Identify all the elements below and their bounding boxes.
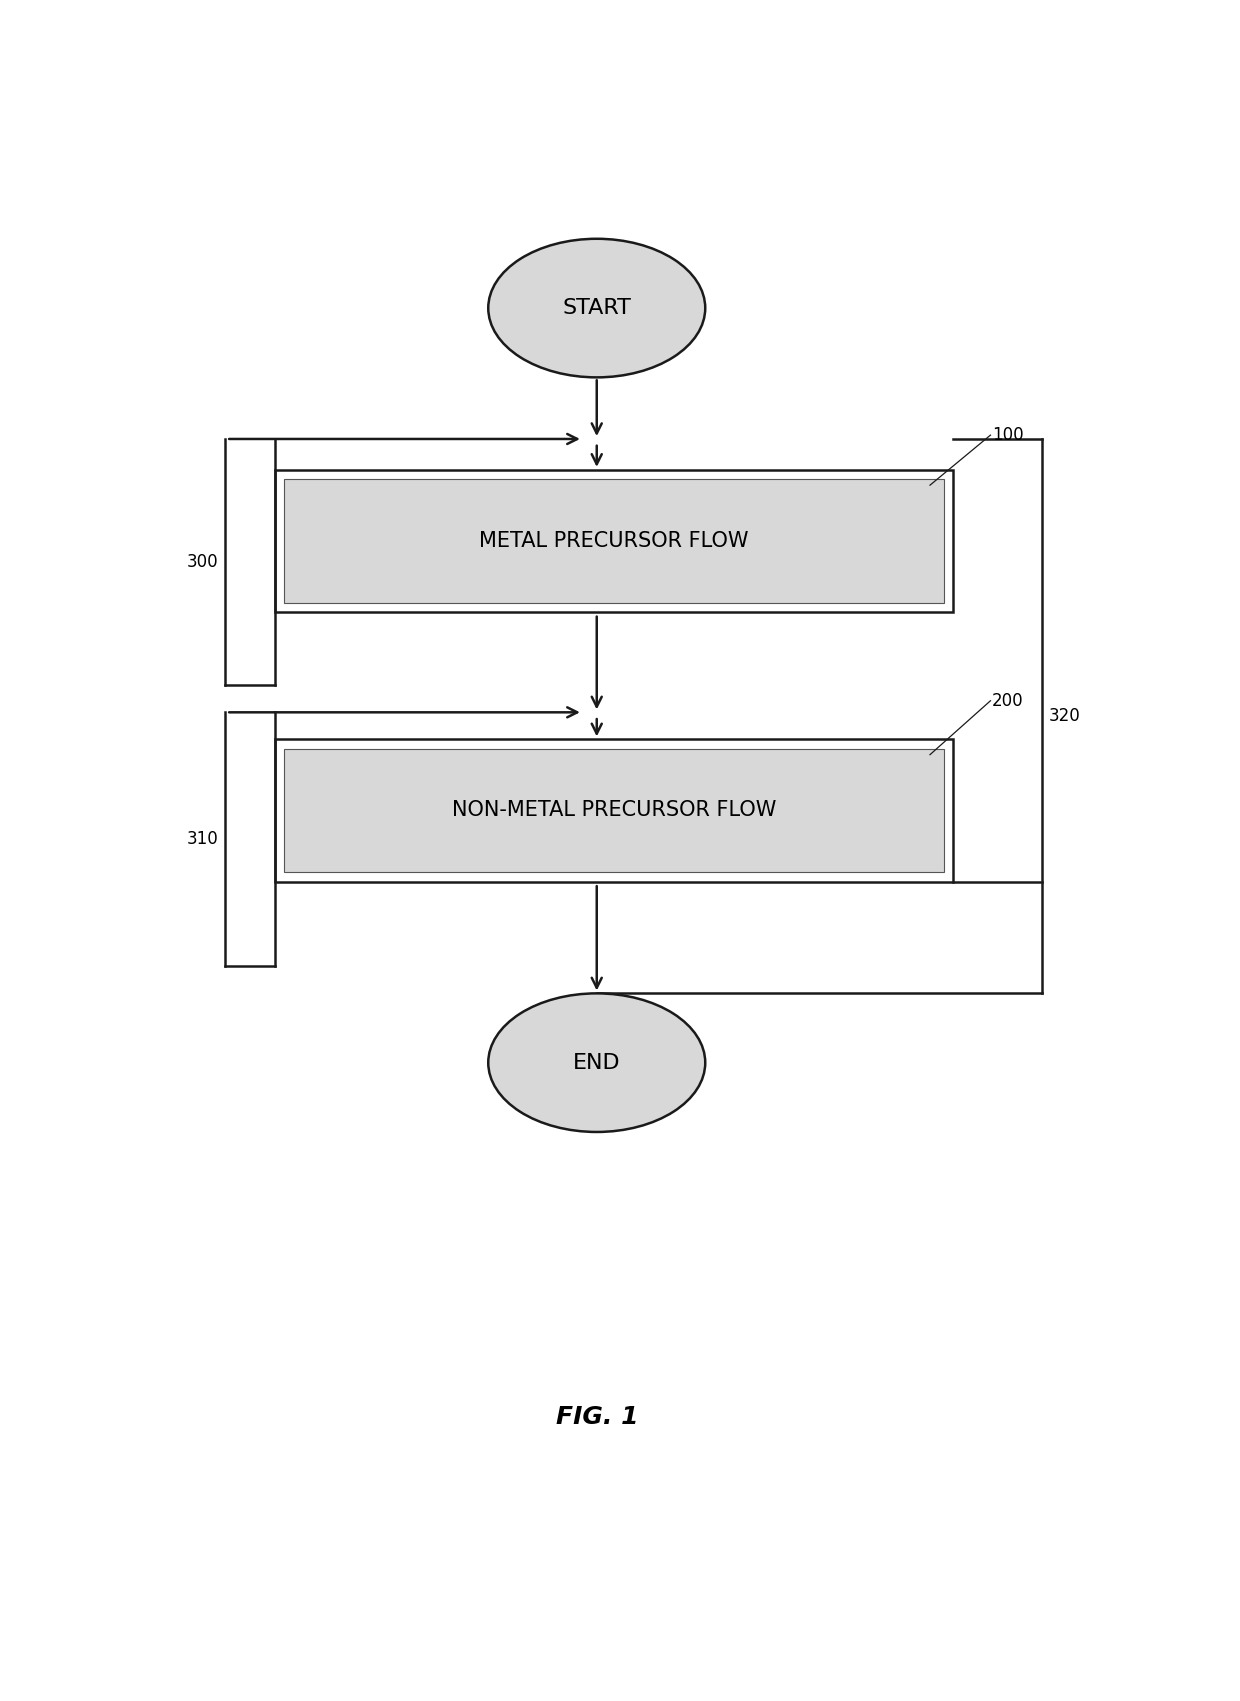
Text: METAL PRECURSOR FLOW: METAL PRECURSOR FLOW (480, 531, 749, 551)
Text: NON-METAL PRECURSOR FLOW: NON-METAL PRECURSOR FLOW (453, 801, 776, 820)
Text: FIG. 1: FIG. 1 (556, 1405, 639, 1429)
Text: 300: 300 (187, 553, 218, 572)
Bar (284, 480, 944, 602)
Text: 310: 310 (187, 830, 218, 849)
Bar (275, 469, 954, 612)
Text: 320: 320 (1049, 708, 1080, 725)
Text: 100: 100 (992, 427, 1024, 444)
Text: END: END (573, 1053, 620, 1073)
Bar (275, 740, 954, 881)
Ellipse shape (489, 238, 706, 378)
Ellipse shape (489, 993, 706, 1131)
Bar (284, 748, 944, 873)
Text: START: START (562, 298, 631, 318)
Text: 200: 200 (992, 692, 1024, 709)
